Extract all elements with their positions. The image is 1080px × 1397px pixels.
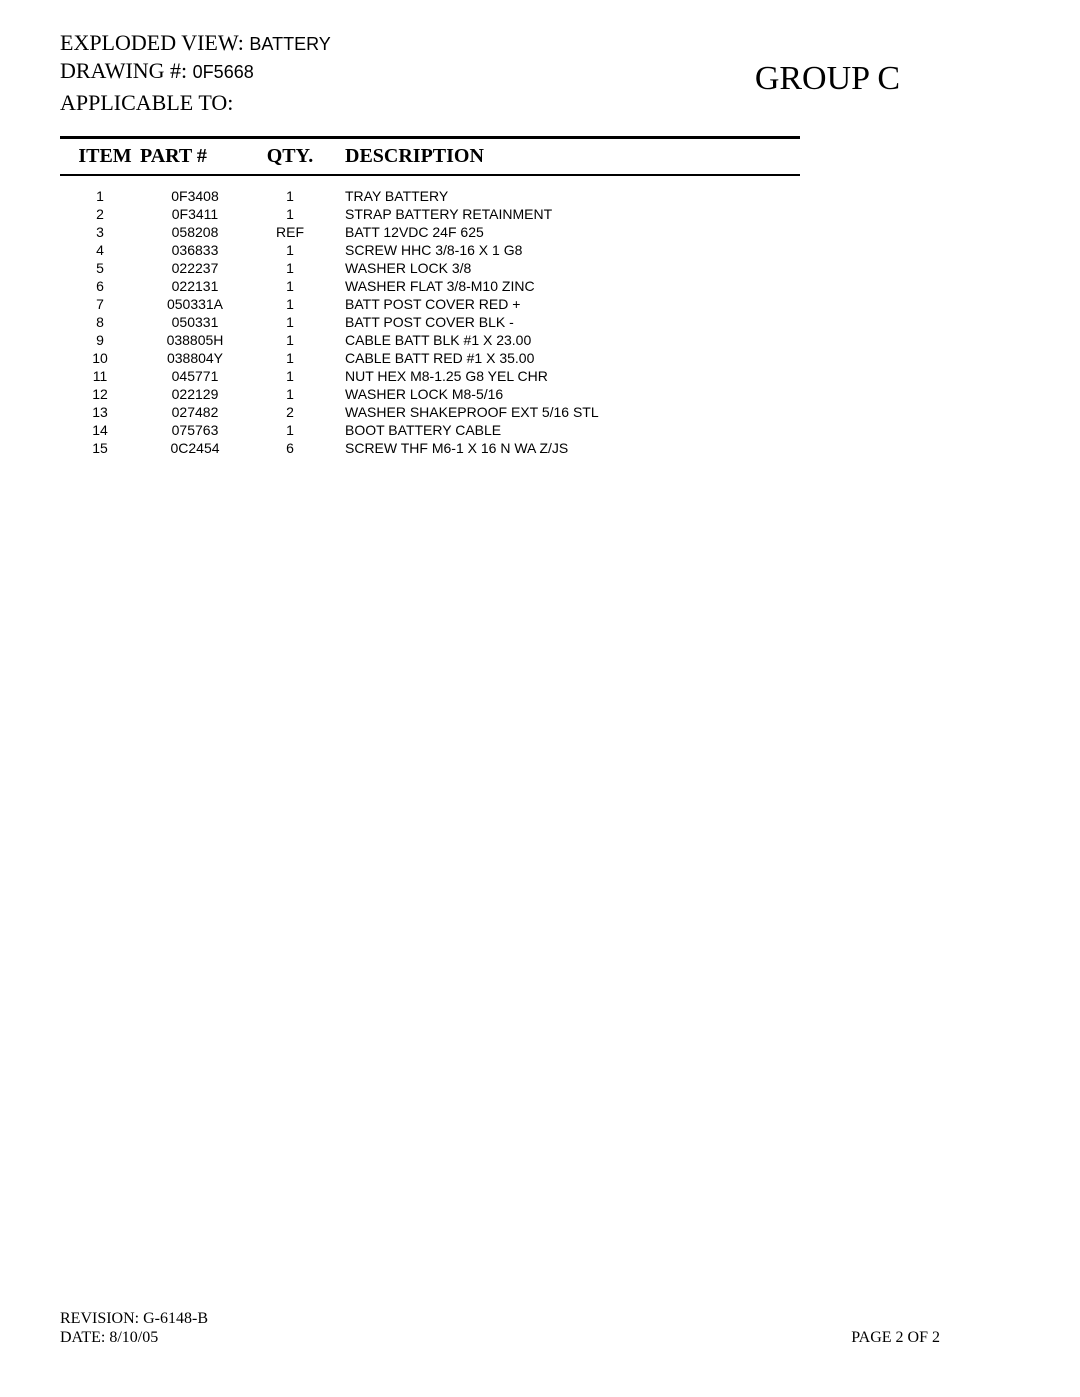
cell-qty: 1 [250,331,330,349]
table-row: 3058208REFBATT 12VDC 24F 625 [60,223,800,241]
cell-item: 2 [60,205,140,223]
parts-table: ITEM PART # QTY. DESCRIPTION 10F34081TRA… [60,136,800,457]
exploded-view-label: EXPLODED VIEW: [60,30,244,55]
cell-qty: 1 [250,313,330,331]
drawing-label: DRAWING #: [60,58,187,83]
cell-qty: 1 [250,295,330,313]
cell-item: 6 [60,277,140,295]
cell-part: 022129 [140,385,250,403]
table-row: 60221311WASHER FLAT 3/8-M10 ZINC [60,277,800,295]
table-row: 10038804Y1CABLE BATT RED #1 X 35.00 [60,349,800,367]
exploded-view-value: BATTERY [249,34,330,54]
cell-desc: WASHER FLAT 3/8-M10 ZINC [330,277,800,295]
cell-desc: BOOT BATTERY CABLE [330,421,800,439]
col-header-qty: QTY. [250,138,330,176]
cell-desc: BATT POST COVER BLK - [330,313,800,331]
cell-part: 045771 [140,367,250,385]
date-label: DATE: [60,1329,105,1346]
cell-item: 12 [60,385,140,403]
cell-qty: REF [250,223,330,241]
cell-part: 036833 [140,241,250,259]
table-row: 130274822WASHER SHAKEPROOF EXT 5/16 STL [60,403,800,421]
cell-item: 9 [60,331,140,349]
cell-desc: CABLE BATT BLK #1 X 23.00 [330,331,800,349]
col-header-desc: DESCRIPTION [330,138,800,176]
table-row: 7050331A1BATT POST COVER RED + [60,295,800,313]
cell-desc: BATT 12VDC 24F 625 [330,223,800,241]
revision-value: G-6148-B [143,1310,208,1327]
cell-item: 8 [60,313,140,331]
cell-part: 050331A [140,295,250,313]
cell-desc: TRAY BATTERY [330,175,800,205]
cell-desc: WASHER LOCK 3/8 [330,259,800,277]
cell-desc: STRAP BATTERY RETAINMENT [330,205,800,223]
cell-qty: 6 [250,439,330,457]
cell-item: 4 [60,241,140,259]
document-footer: REVISION: G-6148-B DATE: 8/10/05 PAGE 2 … [60,1309,1020,1347]
table-row: 80503311BATT POST COVER BLK - [60,313,800,331]
cell-desc: SCREW THF M6-1 X 16 N WA Z/JS [330,439,800,457]
cell-qty: 1 [250,385,330,403]
col-header-part: PART # [140,138,250,176]
cell-part: 0F3408 [140,175,250,205]
cell-qty: 2 [250,403,330,421]
cell-qty: 1 [250,175,330,205]
cell-part: 022237 [140,259,250,277]
cell-part: 075763 [140,421,250,439]
cell-part: 058208 [140,223,250,241]
group-label: GROUP C [755,60,900,98]
cell-desc: SCREW HHC 3/8-16 X 1 G8 [330,241,800,259]
cell-item: 5 [60,259,140,277]
cell-qty: 1 [250,277,330,295]
revision-line: REVISION: G-6148-B [60,1309,1020,1328]
cell-desc: WASHER LOCK M8-5/16 [330,385,800,403]
cell-qty: 1 [250,205,330,223]
table-row: 140757631BOOT BATTERY CABLE [60,421,800,439]
table-row: 9038805H1CABLE BATT BLK #1 X 23.00 [60,331,800,349]
cell-qty: 1 [250,259,330,277]
cell-qty: 1 [250,421,330,439]
table-row: 40368331SCREW HHC 3/8-16 X 1 G8 [60,241,800,259]
table-row: 20F34111STRAP BATTERY RETAINMENT [60,205,800,223]
cell-part: 038805H [140,331,250,349]
page-label: PAGE 2 OF 2 [851,1329,940,1347]
cell-qty: 1 [250,349,330,367]
cell-part: 0C2454 [140,439,250,457]
date-value: 8/10/05 [109,1329,158,1346]
cell-item: 15 [60,439,140,457]
cell-part: 022131 [140,277,250,295]
table-row: 10F34081TRAY BATTERY [60,175,800,205]
cell-item: 11 [60,367,140,385]
table-row: 120221291WASHER LOCK M8-5/16 [60,385,800,403]
cell-item: 7 [60,295,140,313]
cell-desc: NUT HEX M8-1.25 G8 YEL CHR [330,367,800,385]
drawing-value: 0F5668 [193,62,254,82]
cell-part: 0F3411 [140,205,250,223]
col-header-item: ITEM [60,138,140,176]
cell-part: 050331 [140,313,250,331]
cell-qty: 1 [250,367,330,385]
table-header-row: ITEM PART # QTY. DESCRIPTION [60,138,800,176]
table-body: 10F34081TRAY BATTERY20F34111STRAP BATTER… [60,175,800,457]
table-row: 150C24546SCREW THF M6-1 X 16 N WA Z/JS [60,439,800,457]
cell-item: 3 [60,223,140,241]
cell-desc: BATT POST COVER RED + [330,295,800,313]
cell-item: 13 [60,403,140,421]
cell-desc: WASHER SHAKEPROOF EXT 5/16 STL [330,403,800,421]
cell-part: 027482 [140,403,250,421]
cell-desc: CABLE BATT RED #1 X 35.00 [330,349,800,367]
exploded-view-line: EXPLODED VIEW: BATTERY [60,30,1020,56]
cell-item: 1 [60,175,140,205]
cell-item: 14 [60,421,140,439]
table-row: 110457711NUT HEX M8-1.25 G8 YEL CHR [60,367,800,385]
cell-part: 038804Y [140,349,250,367]
cell-qty: 1 [250,241,330,259]
table-row: 50222371WASHER LOCK 3/8 [60,259,800,277]
revision-label: REVISION: [60,1310,139,1327]
cell-item: 10 [60,349,140,367]
